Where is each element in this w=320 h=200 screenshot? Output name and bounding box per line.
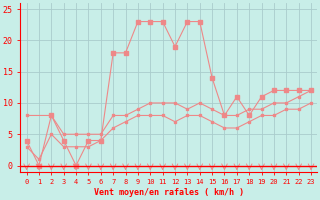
X-axis label: Vent moyen/en rafales ( km/h ): Vent moyen/en rafales ( km/h ) [94,188,244,197]
